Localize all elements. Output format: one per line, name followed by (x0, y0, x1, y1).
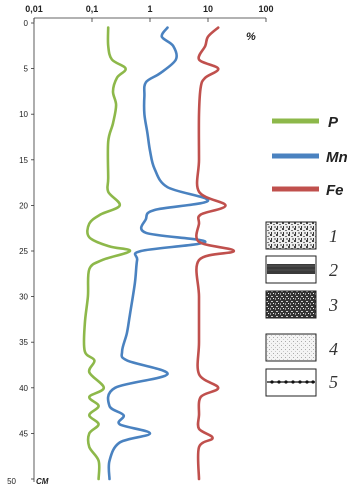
y-tick-label: 0 (24, 19, 29, 28)
x-tick-label: 100 (258, 4, 273, 14)
y-tick-label: 35 (19, 338, 28, 347)
legend-label-p: P (328, 114, 339, 131)
y-tick-label: 5 (24, 65, 29, 74)
litho-label-1: 1 (329, 226, 338, 246)
series-line-p (82, 26, 132, 481)
y-tick-label: 50 (7, 477, 16, 485)
series-layer (82, 26, 236, 481)
y-unit-label: CM (36, 477, 49, 485)
litho-swatch-3 (265, 290, 317, 319)
y-tick-label: 15 (19, 156, 28, 165)
y-tick-label: 25 (19, 247, 28, 256)
x-tick-label: 0,1 (86, 4, 99, 14)
litho-label-3: 3 (328, 295, 338, 315)
y-tick-label: 20 (19, 201, 28, 210)
x-unit-label: % (246, 31, 256, 43)
litho-label-4: 4 (329, 339, 338, 359)
litho-label-2: 2 (329, 260, 338, 280)
y-tick-label: 45 (19, 429, 28, 438)
x-tick-label: 10 (203, 4, 213, 14)
x-tick-label: 1 (147, 4, 152, 14)
litho-swatch-4 (265, 333, 317, 362)
litho-label-5: 5 (329, 372, 338, 392)
legend-label-mn: Mn (326, 149, 348, 166)
y-ticks: 0 5 10 15 20 25 30 35 40 45 50 (7, 19, 34, 485)
legend-label-fe: Fe (326, 182, 344, 199)
legend: P Mn Fe (272, 114, 348, 199)
litho-swatch-2 (265, 255, 317, 284)
x-tick-label: 0,01 (25, 4, 43, 14)
x-ticks: 0,01 0,1 1 10 100 (25, 4, 274, 22)
y-tick-label: 40 (19, 384, 28, 393)
y-tick-label: 30 (19, 293, 28, 302)
lithology-key: 1 2 3 4 5 (265, 221, 338, 397)
litho-swatch-1 (265, 221, 317, 250)
litho-swatch-5 (265, 368, 317, 397)
y-tick-label: 10 (19, 110, 28, 119)
series-line-fe (195, 26, 236, 481)
series-line-mn (106, 26, 210, 481)
